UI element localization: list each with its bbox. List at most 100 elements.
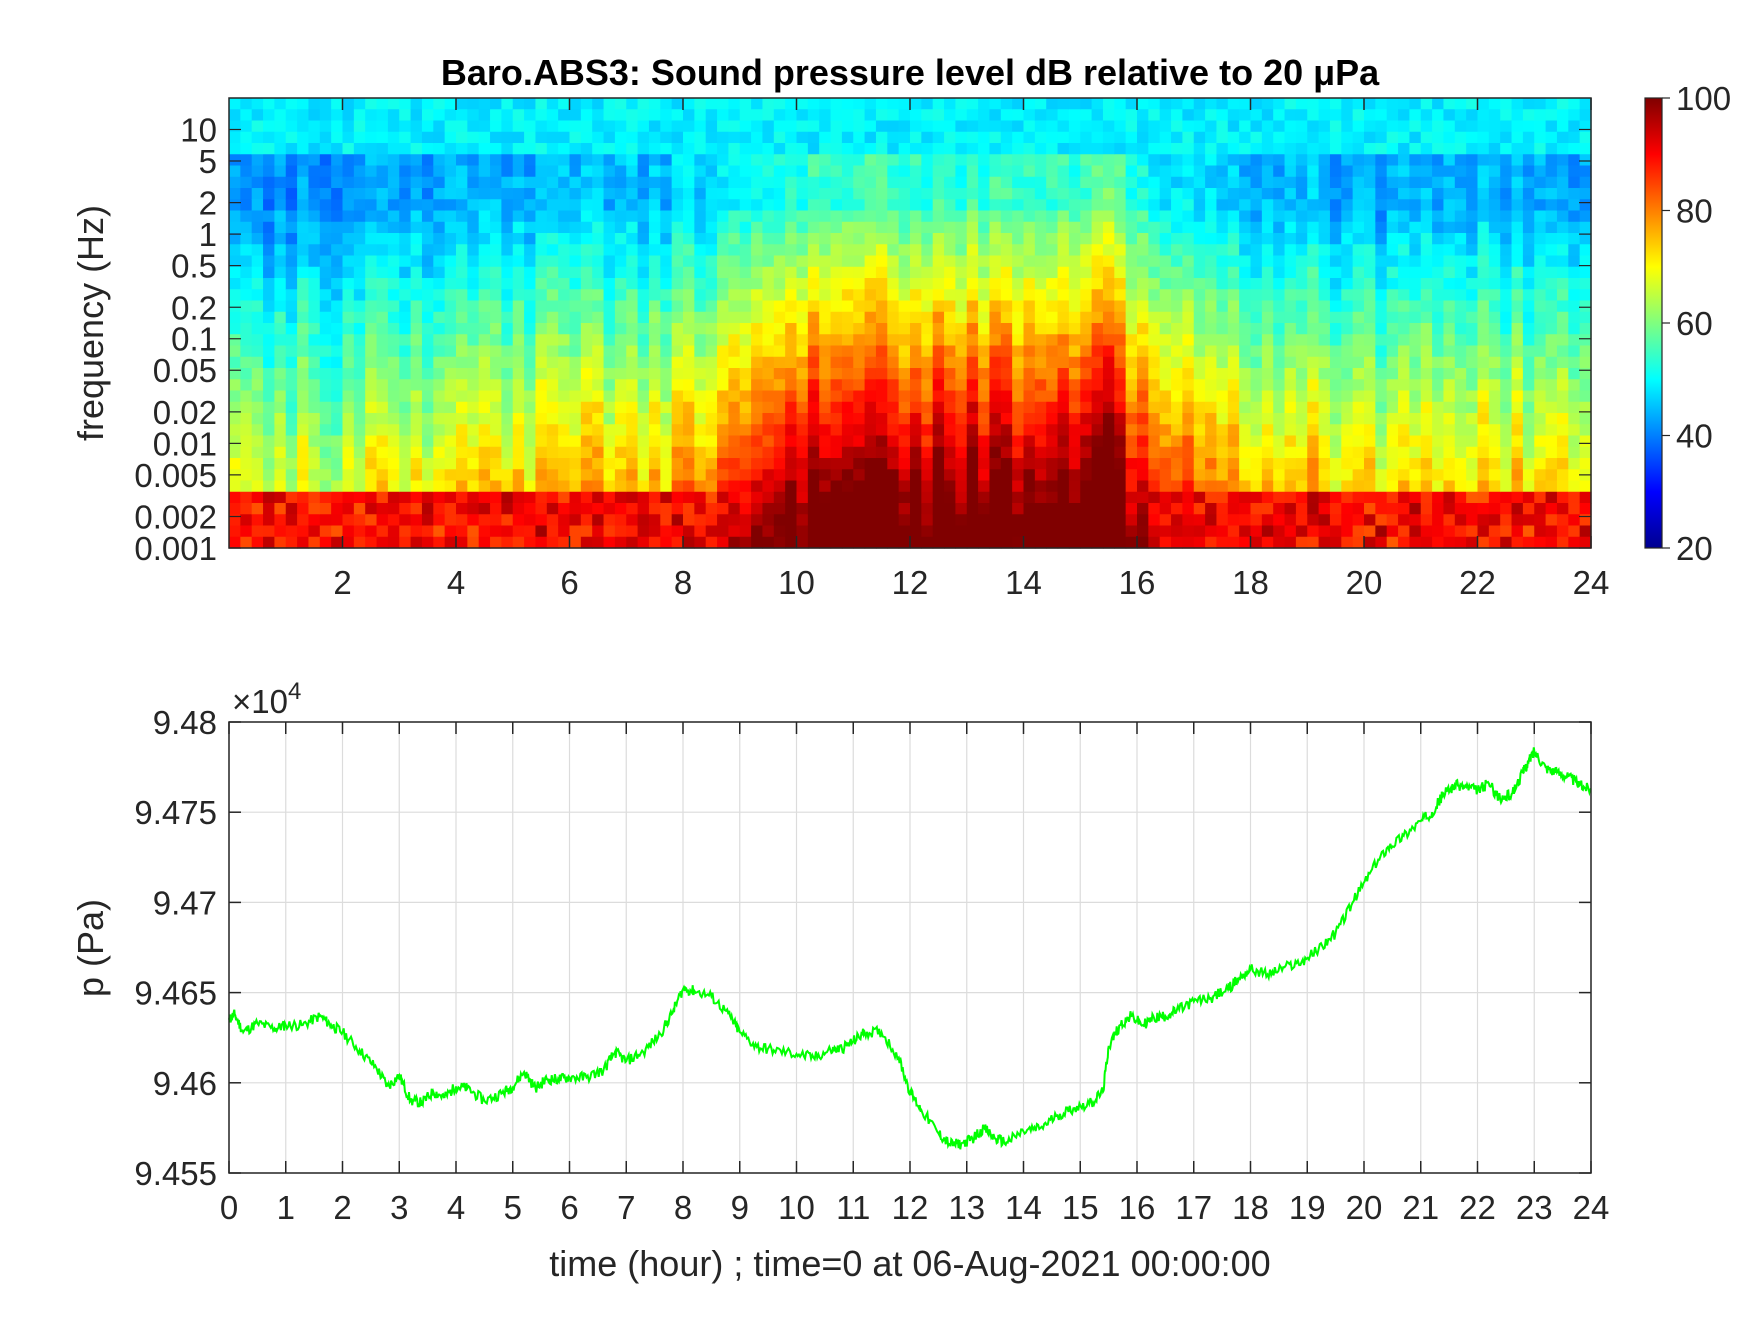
heatmap-cell — [1273, 188, 1285, 200]
heatmap-cell — [513, 447, 525, 459]
heatmap-cell — [1443, 188, 1455, 200]
heatmap-cell — [229, 177, 241, 189]
heatmap-cell — [1455, 424, 1467, 436]
heatmap-cell — [978, 537, 990, 549]
heatmap-cell — [1285, 166, 1297, 178]
heatmap-cell — [967, 278, 979, 290]
heatmap-cell — [1160, 289, 1172, 301]
heatmap-cell — [1319, 121, 1331, 133]
heatmap-cell — [1171, 334, 1183, 346]
heatmap-cell — [989, 177, 1001, 189]
heatmap-cell — [399, 346, 411, 358]
heatmap-cell — [1319, 267, 1331, 279]
heatmap-cell — [1182, 334, 1194, 346]
heatmap-cell — [1489, 537, 1501, 549]
heatmap-cell — [297, 334, 309, 346]
heatmap-cell — [1137, 256, 1149, 268]
heatmap-cell — [1353, 278, 1365, 290]
heatmap-cell — [1341, 121, 1353, 133]
heatmap-cell — [479, 121, 491, 133]
heatmap-cell — [694, 334, 706, 346]
heatmap-cell — [1262, 98, 1274, 110]
heatmap-cell — [1330, 289, 1342, 301]
heatmap-cell — [1546, 278, 1558, 290]
heatmap-cell — [1024, 132, 1036, 144]
heatmap-cell — [263, 121, 275, 133]
heatmap-cell — [581, 537, 593, 549]
heatmap-cell — [354, 424, 366, 436]
heatmap-cell — [1069, 188, 1081, 200]
heatmap-cell — [1137, 109, 1149, 121]
x-tick-label: 12 — [892, 564, 929, 601]
heatmap-cell — [797, 98, 809, 110]
heatmap-cell — [1273, 368, 1285, 380]
heatmap-cell — [343, 301, 355, 313]
heatmap-cell — [933, 447, 945, 459]
heatmap-cell — [1375, 379, 1387, 391]
heatmap-cell — [706, 98, 718, 110]
heatmap-cell — [1409, 121, 1421, 133]
heatmap-cell — [1058, 256, 1070, 268]
heatmap-cell — [989, 301, 1001, 313]
heatmap-cell — [240, 301, 252, 313]
heatmap-cell — [1489, 334, 1501, 346]
heatmap-cell — [354, 256, 366, 268]
heatmap-cell — [535, 121, 547, 133]
heatmap-cell — [1228, 301, 1240, 313]
heatmap-cell — [1307, 109, 1319, 121]
heatmap-cell — [819, 109, 831, 121]
heatmap-cell — [354, 402, 366, 414]
heatmap-cell — [263, 357, 275, 369]
heatmap-cell — [751, 379, 763, 391]
heatmap-cell — [1319, 436, 1331, 448]
heatmap-cell — [1557, 211, 1569, 223]
heatmap-cell — [1171, 469, 1183, 481]
heatmap-cell — [501, 312, 513, 324]
heatmap-cell — [1251, 481, 1263, 493]
heatmap-cell — [1035, 244, 1047, 256]
heatmap-cell — [649, 481, 661, 493]
heatmap-cell — [1478, 166, 1490, 178]
heatmap-cell — [1466, 379, 1478, 391]
heatmap-cell — [1398, 188, 1410, 200]
heatmap-cell — [1058, 199, 1070, 211]
heatmap-cell — [501, 334, 513, 346]
heatmap-cell — [354, 278, 366, 290]
heatmap-cell — [1148, 537, 1160, 549]
heatmap-cell — [1421, 492, 1433, 504]
heatmap-cell — [728, 537, 740, 549]
heatmap-cell — [1069, 177, 1081, 189]
heatmap-cell — [887, 469, 899, 481]
heatmap-cell — [1296, 188, 1308, 200]
heatmap-cell — [1353, 481, 1365, 493]
heatmap-cell — [649, 121, 661, 133]
heatmap-cell — [1421, 154, 1433, 166]
heatmap-cell — [672, 211, 684, 223]
heatmap-cell — [570, 121, 582, 133]
heatmap-cell — [740, 481, 752, 493]
heatmap-cell — [1103, 132, 1115, 144]
heatmap-cell — [706, 278, 718, 290]
heatmap-cell — [1262, 154, 1274, 166]
heatmap-cell — [842, 289, 854, 301]
heatmap-cell — [343, 458, 355, 470]
heatmap-cell — [1171, 244, 1183, 256]
heatmap-cell — [354, 503, 366, 515]
heatmap-cell — [626, 267, 638, 279]
heatmap-cell — [581, 379, 593, 391]
heatmap-cell — [1058, 143, 1070, 155]
heatmap-cell — [831, 503, 843, 515]
heatmap-cell — [1205, 143, 1217, 155]
heatmap-cell — [1137, 233, 1149, 245]
heatmap-cell — [581, 503, 593, 515]
heatmap-cell — [1001, 312, 1013, 324]
heatmap-cell — [694, 211, 706, 223]
heatmap-cell — [320, 301, 332, 313]
heatmap-cell — [1058, 492, 1070, 504]
heatmap-cell — [819, 211, 831, 223]
heatmap-cell — [831, 301, 843, 313]
heatmap-cell — [1568, 413, 1580, 425]
heatmap-cell — [240, 278, 252, 290]
heatmap-cell — [626, 323, 638, 335]
heatmap-cell — [1375, 211, 1387, 223]
